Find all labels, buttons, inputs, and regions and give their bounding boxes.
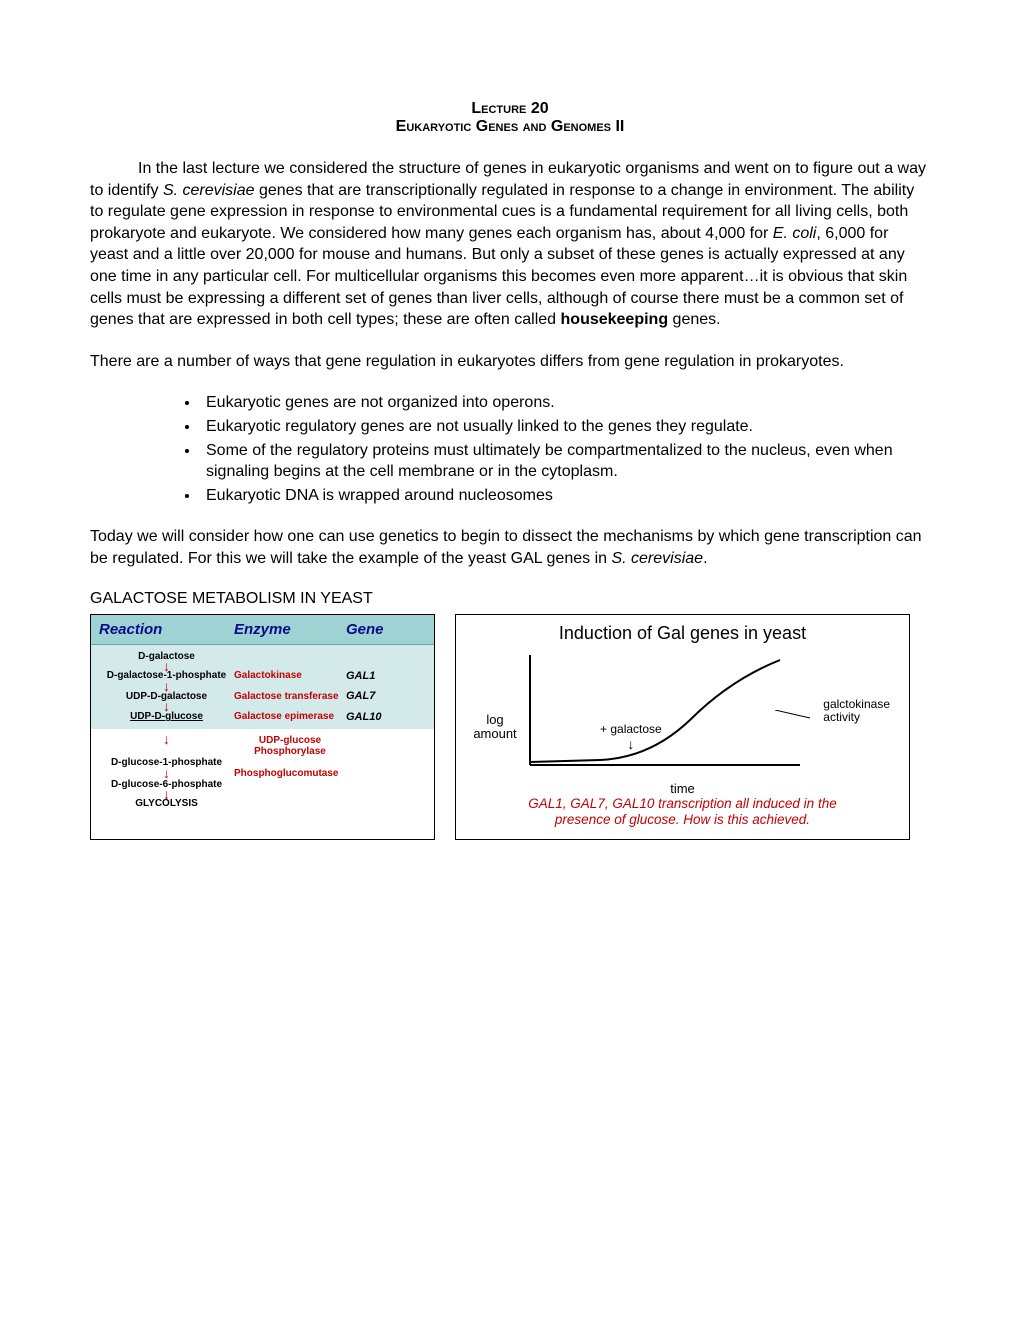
reaction-lower: ↓ UDP-glucose Phosphorylase D-glucose-1-… <box>91 729 434 815</box>
arrow-4: ↓ <box>99 769 234 777</box>
gene-1: GAL1 <box>346 670 375 682</box>
paragraph-1: In the last lecture we considered the st… <box>90 158 930 331</box>
bullet-1: Eukaryotic genes are not organized into … <box>200 392 930 414</box>
gene-3: GAL10 <box>346 711 381 723</box>
figure-row: Reaction Enzyme Gene D-galactose ↓ D-gal… <box>90 614 930 841</box>
header-gene: Gene <box>346 621 384 638</box>
lecture-number: Lecture 20 <box>90 100 930 118</box>
anno-right-1: galctokinase <box>823 697 890 711</box>
bullet-list: Eukaryotic genes are not organized into … <box>90 392 930 506</box>
caption-2: presence of glucose. How is this achieve… <box>555 812 810 827</box>
paragraph-2: There are a number of ways that gene reg… <box>90 351 930 373</box>
induction-chart: Induction of Gal genes in yeast log amou… <box>455 614 910 841</box>
enz-3: Galactose epimerase <box>234 711 346 722</box>
header-reaction: Reaction <box>99 621 234 638</box>
reaction-table-header: Reaction Enzyme Gene <box>91 615 434 645</box>
chart-title: Induction of Gal genes in yeast <box>470 623 895 644</box>
pointer-line <box>775 710 815 730</box>
mol-3: UDP-D-glucose <box>99 711 234 722</box>
ylabel-1: log <box>486 712 503 727</box>
arrow-5: ↓ <box>99 790 234 798</box>
p3-text-a: Today we will consider how one can use g… <box>90 528 922 567</box>
y-axis-label: log amount <box>470 713 520 742</box>
p3-species: S. cerevisiae <box>611 550 703 567</box>
paragraph-3: Today we will consider how one can use g… <box>90 526 930 569</box>
enz-4: UDP-glucose Phosphorylase <box>234 735 346 757</box>
mol-6: GLYCOLYSIS <box>99 798 234 809</box>
arrow-2: ↓ <box>99 702 234 710</box>
p1-species-1: S. cerevisiae <box>163 182 255 199</box>
arrow-1: ↓ <box>99 682 234 690</box>
chart-caption: GAL1, GAL7, GAL10 transcription all indu… <box>470 796 895 830</box>
annotation-galactose: + galactose ↓ <box>600 722 662 752</box>
arrow-3: ↓ <box>99 735 234 743</box>
p1-text-g: genes. <box>668 311 720 328</box>
reaction-table: Reaction Enzyme Gene D-galactose ↓ D-gal… <box>90 614 435 841</box>
header-enzyme: Enzyme <box>234 621 346 638</box>
gene-2: GAL7 <box>346 690 375 702</box>
p1-species-2: E. coli <box>773 225 817 242</box>
caption-1: GAL1, GAL7, GAL10 transcription all indu… <box>528 796 836 811</box>
enz-2: Galactose transferase <box>234 691 346 702</box>
anno-right-2: activity <box>823 710 860 724</box>
bullet-4: Eukaryotic DNA is wrapped around nucleos… <box>200 485 930 507</box>
reaction-upper: D-galactose ↓ D-galactose-1-phosphate Ga… <box>91 645 434 729</box>
p3-text-c: . <box>703 550 707 567</box>
enz-5: Phosphoglucomutase <box>234 768 346 779</box>
p1-bold-term: housekeeping <box>561 311 669 328</box>
down-arrow-icon: ↓ <box>627 736 634 752</box>
arrow-0: ↓ <box>99 662 234 670</box>
bullet-3: Some of the regulatory proteins must ult… <box>200 440 930 483</box>
enz-1: Galactokinase <box>234 670 346 681</box>
section-heading: GALACTOSE METABOLISM IN YEAST <box>90 590 930 608</box>
bullet-2: Eukaryotic regulatory genes are not usua… <box>200 416 930 438</box>
anno-left-text: + galactose <box>600 722 662 736</box>
annotation-activity: galctokinase activity <box>823 698 890 724</box>
ylabel-2: amount <box>473 726 516 741</box>
lecture-title: Eukaryotic Genes and Genomes II <box>90 118 930 136</box>
